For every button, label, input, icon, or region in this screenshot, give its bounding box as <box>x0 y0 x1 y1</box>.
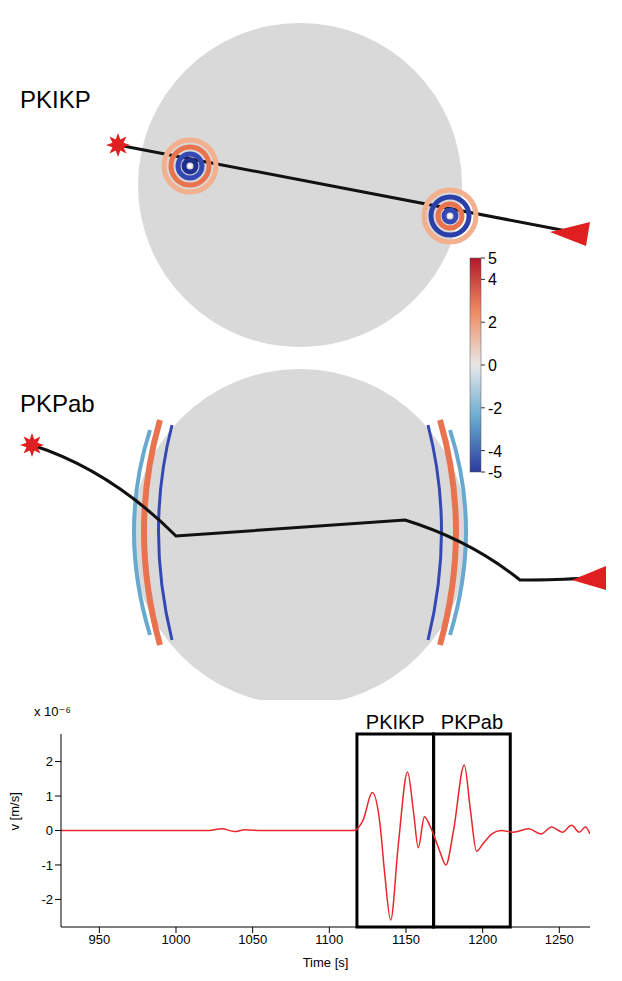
svg-text:v [m/s]: v [m/s] <box>7 792 22 830</box>
svg-text:-5: -5 <box>488 464 502 481</box>
html-text:x 10⁻⁶: x 10⁻⁶ <box>34 704 71 719</box>
svg-text:2: 2 <box>46 754 53 769</box>
svg-text:0: 0 <box>46 823 53 838</box>
svg-text:1250: 1250 <box>545 932 574 947</box>
svg-text:PKIKP: PKIKP <box>20 86 91 113</box>
svg-text:-2: -2 <box>488 400 502 417</box>
svg-text:0: 0 <box>488 357 497 374</box>
svg-text:1200: 1200 <box>468 932 497 947</box>
svg-text:5: 5 <box>488 250 497 267</box>
svg-text:4: 4 <box>488 271 497 288</box>
svg-text:1: 1 <box>46 789 53 804</box>
svg-text:Time [s]: Time [s] <box>303 955 349 970</box>
svg-text:2: 2 <box>488 314 497 331</box>
svg-text:-4: -4 <box>488 443 502 460</box>
svg-text:1150: 1150 <box>392 932 420 947</box>
svg-text:PKPab: PKPab <box>441 711 503 733</box>
svg-text:1050: 1050 <box>238 932 267 947</box>
svg-text:-1: -1 <box>41 858 53 873</box>
svg-text:PKIKP: PKIKP <box>366 711 425 733</box>
svg-text:PKPab: PKPab <box>20 390 95 417</box>
svg-text:950: 950 <box>88 932 110 947</box>
svg-text:-2: -2 <box>41 892 53 907</box>
svg-text:1000: 1000 <box>162 932 191 947</box>
svg-text:1100: 1100 <box>315 932 343 947</box>
